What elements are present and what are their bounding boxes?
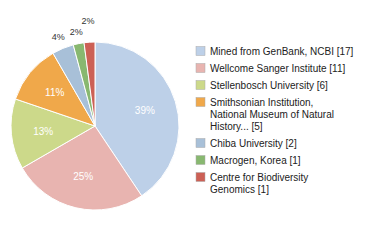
data-label: 25% (73, 171, 93, 182)
legend-label-line: Wellcome Sanger Institute [11] (210, 63, 345, 74)
legend-label-line: History... [5] (210, 121, 263, 132)
legend-swatch (196, 64, 205, 73)
legend-swatch (196, 98, 205, 107)
legend-label: Mined from GenBank, NCBI [17] (210, 46, 354, 57)
data-label: 39% (135, 105, 155, 116)
legend-swatch (196, 81, 205, 90)
legend-swatch (196, 173, 205, 182)
legend-label: Stellenbosch University [6] (210, 80, 328, 91)
pie-slice (84, 42, 95, 126)
pie-slice (73, 43, 95, 126)
legend-label-line: Chiba University [2] (210, 138, 297, 149)
legend-swatch (196, 156, 205, 165)
legend-label-line: Genomics [1] (210, 184, 269, 195)
legend-swatch (196, 139, 205, 148)
pie-labels: 39% 25% 13% 11% 4% 2%2% (33, 16, 155, 182)
legend-label-line: Smithsonian Institution, (210, 97, 313, 108)
legend-label-line: Macrogen, Korea [1] (210, 155, 301, 166)
pie (11, 42, 179, 210)
legend-label-line: National Museum of Natural (210, 109, 334, 120)
legend-label: Wellcome Sanger Institute [11] (210, 63, 345, 74)
legend-label-line: Stellenbosch University [6] (210, 80, 328, 91)
data-label: 2% (82, 16, 95, 26)
legend-swatch (196, 47, 205, 56)
legend-label: Macrogen, Korea [1] (210, 155, 301, 166)
legend-label: Chiba University [2] (210, 138, 297, 149)
legend-label-line: Mined from GenBank, NCBI [17] (210, 46, 354, 57)
legend: Mined from GenBank, NCBI [17] Wellcome Sa… (196, 46, 354, 195)
chart: 39% 25% 13% 11% 4% 2%2% Mined from GenBank, NC… (0, 0, 380, 240)
data-label: 2% (70, 27, 83, 37)
data-label: 4% (52, 32, 65, 42)
data-label: 11% (45, 87, 64, 98)
data-label: 13% (33, 126, 53, 137)
legend-label-line: Centre for Biodiversity (210, 172, 308, 183)
legend-label: Smithsonian Institution,National Museum … (210, 97, 334, 132)
legend-label: Centre for BiodiversityGenomics [1] (210, 172, 308, 195)
